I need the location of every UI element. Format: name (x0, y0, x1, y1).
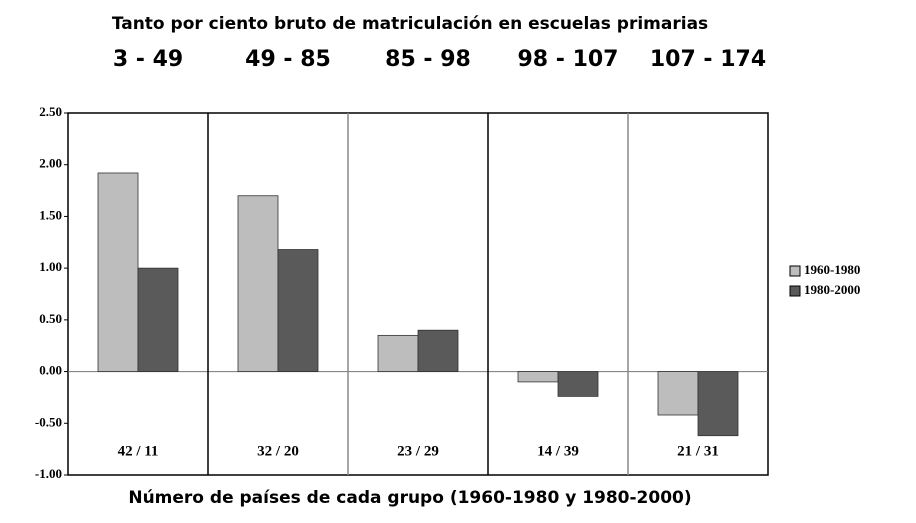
legend-label: 1980-2000 (804, 282, 860, 297)
legend-label: 1960-1980 (804, 262, 860, 277)
y-tick-label: -1.00 (35, 466, 62, 481)
group-count: 42 / 11 (118, 443, 159, 459)
y-tick-label: 1.00 (39, 259, 62, 274)
category-label: 49 - 85 (245, 47, 331, 72)
category-label: 85 - 98 (385, 47, 471, 72)
plot-frame (67, 112, 769, 476)
category-label: 107 - 174 (650, 47, 766, 72)
bar (377, 334, 419, 372)
x-axis-label: Número de países de cada grupo (1960-198… (128, 488, 691, 508)
bar (657, 371, 699, 416)
y-tick-label: 1.50 (39, 207, 62, 222)
category-label: 98 - 107 (518, 47, 619, 72)
legend-swatch (789, 285, 801, 297)
group-count: 23 / 29 (397, 443, 439, 459)
bar (237, 195, 279, 372)
y-tick-label: 0.00 (39, 363, 62, 378)
bar (417, 329, 459, 372)
bar (517, 371, 559, 383)
group-count: 14 / 39 (537, 443, 579, 459)
category-label: 3 - 49 (113, 47, 183, 72)
bar (277, 249, 319, 372)
y-tick-label: 0.50 (39, 311, 62, 326)
legend-swatch (789, 265, 801, 277)
bar (697, 371, 739, 437)
chart-title: Tanto por ciento bruto de matriculación … (112, 14, 708, 34)
group-count: 32 / 20 (257, 443, 299, 459)
bar (557, 371, 599, 397)
group-count: 21 / 31 (677, 443, 719, 459)
y-tick-label: 2.00 (39, 156, 62, 171)
y-tick-label: -0.50 (35, 414, 62, 429)
bar (137, 267, 179, 372)
bar (97, 172, 139, 372)
y-tick-label: 2.50 (39, 104, 62, 119)
